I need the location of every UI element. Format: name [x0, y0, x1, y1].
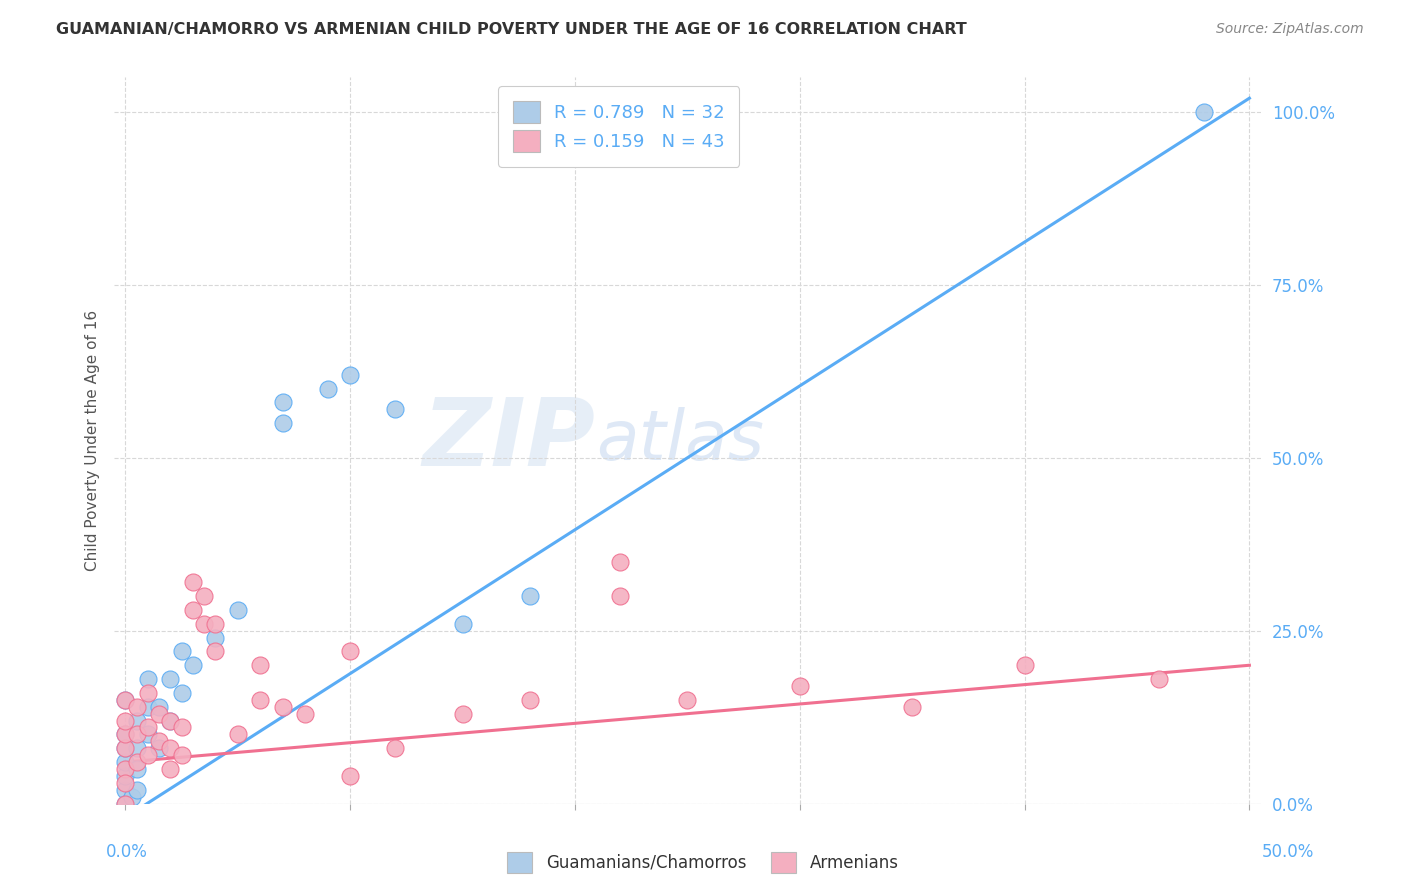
Point	[249, 658, 271, 673]
Point	[519, 589, 541, 603]
Point	[789, 679, 811, 693]
Point	[125, 714, 148, 728]
Point	[114, 741, 136, 756]
Point	[148, 741, 170, 756]
Point	[125, 755, 148, 769]
Point	[294, 706, 316, 721]
Point	[114, 714, 136, 728]
Point	[125, 782, 148, 797]
Point	[226, 603, 249, 617]
Point	[159, 672, 181, 686]
Point	[114, 693, 136, 707]
Point	[204, 631, 226, 645]
Point	[114, 769, 136, 783]
Point	[136, 748, 159, 763]
Point	[204, 644, 226, 658]
Point	[170, 721, 193, 735]
Point	[339, 368, 361, 382]
Point	[181, 603, 204, 617]
Point	[204, 616, 226, 631]
Point	[519, 693, 541, 707]
Point	[125, 741, 148, 756]
Point	[193, 589, 215, 603]
Point	[609, 589, 631, 603]
Point	[136, 686, 159, 700]
Text: atlas: atlas	[596, 407, 763, 474]
Point	[114, 741, 136, 756]
Text: 50.0%: 50.0%	[1263, 843, 1315, 861]
Point	[148, 699, 170, 714]
Text: Source: ZipAtlas.com: Source: ZipAtlas.com	[1216, 22, 1364, 37]
Point	[114, 693, 136, 707]
Point	[170, 748, 193, 763]
Point	[159, 741, 181, 756]
Point	[136, 721, 159, 735]
Point	[1149, 672, 1171, 686]
Point	[114, 797, 136, 811]
Point	[125, 727, 148, 741]
Point	[170, 686, 193, 700]
Text: 0.0%: 0.0%	[105, 843, 148, 861]
Point	[125, 699, 148, 714]
Point	[114, 727, 136, 741]
Point	[159, 762, 181, 776]
Point	[901, 699, 924, 714]
Point	[609, 555, 631, 569]
Point	[384, 402, 406, 417]
Point	[676, 693, 699, 707]
Point	[451, 706, 474, 721]
Point	[339, 769, 361, 783]
Point	[271, 699, 294, 714]
Text: ZIP: ZIP	[423, 394, 596, 486]
Legend: R = 0.789   N = 32, R = 0.159   N = 43: R = 0.789 N = 32, R = 0.159 N = 43	[498, 87, 740, 167]
Point	[249, 693, 271, 707]
Point	[114, 782, 136, 797]
Point	[1194, 105, 1216, 120]
Point	[121, 789, 143, 804]
Point	[136, 727, 159, 741]
Y-axis label: Child Poverty Under the Age of 16: Child Poverty Under the Age of 16	[86, 310, 100, 571]
Point	[170, 644, 193, 658]
Point	[181, 575, 204, 590]
Point	[451, 616, 474, 631]
Point	[114, 762, 136, 776]
Point	[114, 776, 136, 790]
Point	[114, 727, 136, 741]
Point	[384, 741, 406, 756]
Point	[125, 762, 148, 776]
Point	[114, 797, 136, 811]
Legend: Guamanians/Chamorros, Armenians: Guamanians/Chamorros, Armenians	[501, 846, 905, 880]
Point	[226, 727, 249, 741]
Point	[316, 382, 339, 396]
Text: GUAMANIAN/CHAMORRO VS ARMENIAN CHILD POVERTY UNDER THE AGE OF 16 CORRELATION CHA: GUAMANIAN/CHAMORRO VS ARMENIAN CHILD POV…	[56, 22, 967, 37]
Point	[159, 714, 181, 728]
Point	[271, 416, 294, 430]
Point	[148, 734, 170, 748]
Point	[181, 658, 204, 673]
Point	[148, 706, 170, 721]
Point	[136, 672, 159, 686]
Point	[193, 616, 215, 631]
Point	[114, 755, 136, 769]
Point	[271, 395, 294, 409]
Point	[1014, 658, 1036, 673]
Point	[339, 644, 361, 658]
Point	[159, 714, 181, 728]
Point	[136, 699, 159, 714]
